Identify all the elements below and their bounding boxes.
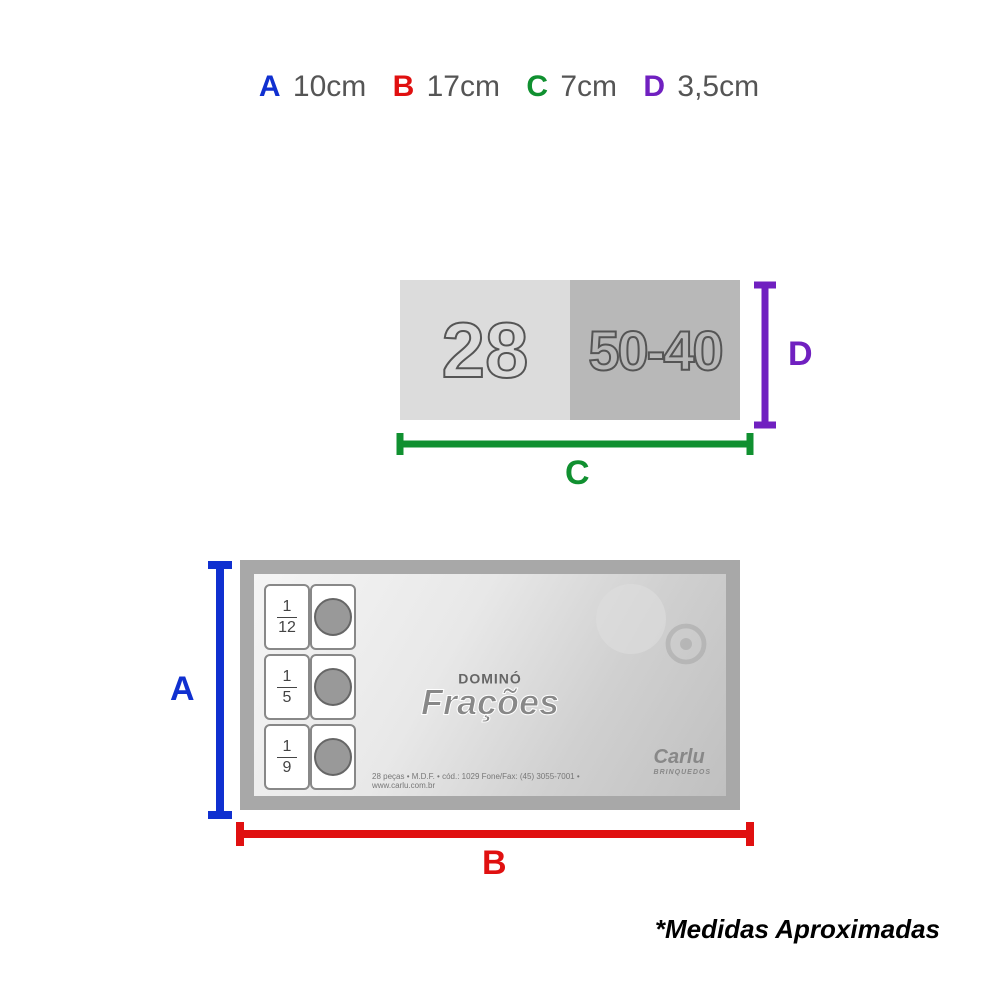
legend-letter-b: B [393, 70, 415, 103]
gear-icon [656, 614, 716, 674]
dimension-b: B [230, 820, 760, 895]
brand-sub: BRINQUEDOS [654, 769, 711, 776]
box-artwork: 112 15 19 DOMINÓ Frações Carlu BRINQUEDO… [254, 574, 726, 796]
footnote: *Medidas Aproximadas [655, 914, 940, 945]
legend-value-c: 7cm [560, 70, 617, 103]
brand-logo: Carlu BRINQUEDOS [654, 746, 711, 776]
pie-cell [310, 584, 356, 650]
dim-a-label: A [170, 670, 195, 709]
legend-row: A 10cm B 17cm C 7cm D 3,5cm [0, 70, 1000, 104]
piece-right: 50-40 [570, 280, 740, 420]
legend-letter-d: D [643, 70, 665, 103]
fraction-cell: 15 [264, 654, 310, 720]
pie-cell [310, 654, 356, 720]
legend-value-a: 10cm [293, 70, 366, 103]
domino-piece: 28 50-40 [400, 280, 740, 420]
title-big: Frações [421, 686, 559, 718]
dim-c-label: C [565, 454, 590, 493]
dim-d-label: D [788, 335, 813, 374]
tile-row: 112 [264, 584, 356, 650]
product-box: 112 15 19 DOMINÓ Frações Carlu BRINQUEDO… [240, 560, 740, 810]
piece-left: 28 [400, 280, 570, 420]
legend-letter-a: A [259, 70, 281, 103]
fraction-tiles: 112 15 19 [264, 584, 356, 794]
pie-cell [310, 724, 356, 790]
box-fine-print: 28 peças • M.D.F. • cód.: 1029 Fone/Fax:… [372, 772, 608, 790]
box-title: DOMINÓ Frações [421, 670, 559, 718]
fraction-cell: 112 [264, 584, 310, 650]
dimension-c: C [390, 430, 760, 505]
fraction-cell: 19 [264, 724, 310, 790]
tile-row: 15 [264, 654, 356, 720]
legend-value-b: 17cm [427, 70, 500, 103]
legend-letter-c: C [526, 70, 548, 103]
dimension-a: A [180, 560, 240, 825]
tile-row: 19 [264, 724, 356, 790]
legend-value-d: 3,5cm [677, 70, 759, 103]
dim-b-label: B [482, 844, 507, 883]
dimension-d: D [750, 275, 840, 440]
